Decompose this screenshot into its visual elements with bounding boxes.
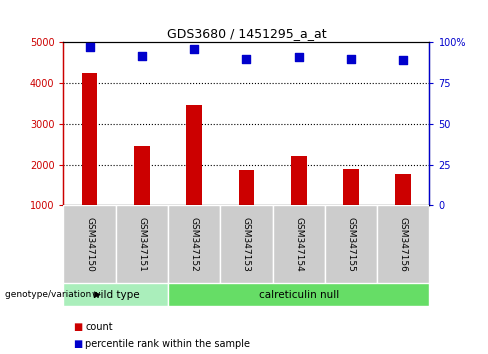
Text: percentile rank within the sample: percentile rank within the sample bbox=[85, 339, 250, 349]
Text: GSM347150: GSM347150 bbox=[85, 217, 94, 272]
Bar bbox=[343, 169, 359, 205]
Bar bbox=[134, 146, 150, 205]
Bar bbox=[239, 170, 254, 205]
Text: GSM347151: GSM347151 bbox=[137, 217, 146, 272]
Point bbox=[295, 54, 303, 60]
Text: ■: ■ bbox=[74, 322, 82, 332]
Bar bbox=[116, 205, 168, 283]
Point bbox=[86, 45, 94, 50]
Text: GSM347156: GSM347156 bbox=[399, 217, 408, 272]
Text: genotype/variation ▶: genotype/variation ▶ bbox=[5, 290, 101, 299]
Text: wild type: wild type bbox=[92, 290, 140, 300]
Text: GSM347155: GSM347155 bbox=[346, 217, 356, 272]
Bar bbox=[395, 173, 411, 205]
Text: GSM347152: GSM347152 bbox=[190, 217, 199, 272]
Bar bbox=[220, 205, 273, 283]
Bar bbox=[63, 283, 168, 306]
Point bbox=[399, 58, 407, 63]
Text: GSM347154: GSM347154 bbox=[294, 217, 303, 272]
Text: ■: ■ bbox=[74, 339, 82, 349]
Bar bbox=[63, 205, 116, 283]
Bar bbox=[168, 283, 429, 306]
Point bbox=[138, 53, 146, 58]
Point bbox=[347, 56, 355, 62]
Bar bbox=[168, 205, 220, 283]
Bar bbox=[82, 73, 98, 205]
Bar bbox=[325, 205, 377, 283]
Text: count: count bbox=[85, 322, 113, 332]
Bar bbox=[377, 205, 429, 283]
Bar bbox=[186, 105, 202, 205]
Point bbox=[243, 56, 250, 62]
Text: GSM347153: GSM347153 bbox=[242, 217, 251, 272]
Bar bbox=[273, 205, 325, 283]
Title: GDS3680 / 1451295_a_at: GDS3680 / 1451295_a_at bbox=[166, 27, 326, 40]
Point bbox=[190, 46, 198, 52]
Text: calreticulin null: calreticulin null bbox=[259, 290, 339, 300]
Bar bbox=[291, 156, 306, 205]
